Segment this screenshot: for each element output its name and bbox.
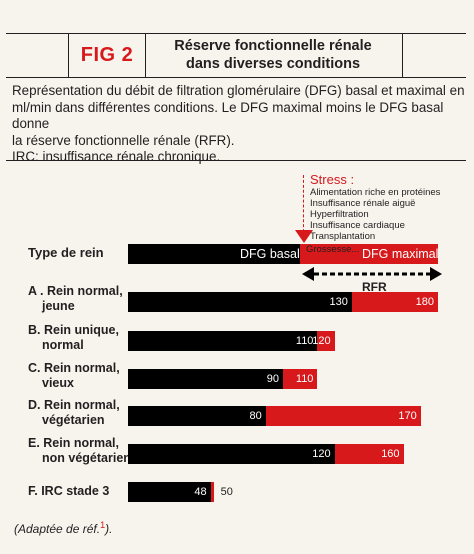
maximal-value-label: 50 xyxy=(220,486,233,498)
description-rule xyxy=(6,160,466,161)
type-de-rein-label: Type de rein xyxy=(28,245,104,260)
row-label: normal xyxy=(42,338,84,352)
basal-value-label: 130 xyxy=(329,296,348,308)
figure-title-line2: dans diverses conditions xyxy=(185,56,361,72)
source-note-close: ). xyxy=(105,522,113,536)
stress-item: Insuffisance rénale aiguë xyxy=(310,198,416,209)
maximal-bar xyxy=(351,292,438,312)
row-label: végétarien xyxy=(42,413,105,427)
row-label: vieux xyxy=(42,376,74,390)
figure-title-line1: Réserve fonctionnelle rénale xyxy=(174,38,372,54)
maximal-bar xyxy=(265,406,421,426)
description-line1: Représentation du débit de filtration gl… xyxy=(12,83,465,98)
basal-bar xyxy=(128,369,283,389)
rfr-label: RFR xyxy=(362,280,387,294)
rfr-double-arrow-icon xyxy=(302,267,442,281)
header-top-rule xyxy=(6,33,466,34)
figure-number: FIG 2 xyxy=(68,33,146,77)
row-label: F. IRC stade 3 xyxy=(28,484,110,498)
maximal-value-label: 170 xyxy=(398,410,417,422)
stress-arrow-line xyxy=(303,175,304,237)
basal-bar xyxy=(128,482,211,502)
legend-maximal-bar xyxy=(300,244,438,264)
maximal-bar xyxy=(317,331,335,351)
maximal-bar xyxy=(334,444,404,464)
row-label: B. Rein unique, xyxy=(28,323,119,337)
basal-bar xyxy=(128,406,266,426)
figure-description: Représentation du débit de filtration gl… xyxy=(12,83,466,166)
stress-arrow-head-icon xyxy=(295,230,313,243)
basal-value-label: 110 xyxy=(295,335,314,347)
source-ref-number: 1 xyxy=(100,520,106,530)
stress-title: Stress : xyxy=(310,172,355,187)
source-note-text: (Adaptée de réf. xyxy=(14,522,101,536)
row-label: jeune xyxy=(42,299,75,313)
description-line2: ml/min dans différentes conditions. Le D… xyxy=(12,99,444,132)
basal-bar xyxy=(128,444,335,464)
description-line4: IRC: insuffisance rénale chronique. xyxy=(12,149,221,164)
stress-item: Insuffisance cardiaque xyxy=(310,220,405,231)
row-label: D. Rein normal, xyxy=(28,398,120,412)
maximal-bar xyxy=(283,369,318,389)
stress-item: Hyperfiltration xyxy=(310,209,369,220)
stress-item: Grossesse... xyxy=(306,244,360,255)
description-line3: la réserve fonctionnelle rénale (RFR). xyxy=(12,132,235,148)
legend-basal-label: DFG basal xyxy=(240,247,300,261)
basal-value-label: 120 xyxy=(312,448,331,460)
basal-bar xyxy=(128,331,318,351)
row-label: E. Rein normal, xyxy=(28,436,119,450)
basal-value-label: 80 xyxy=(249,410,262,422)
row-label: A . Rein normal, xyxy=(28,284,123,298)
stress-item: Alimentation riche en protéines xyxy=(310,187,441,198)
basal-value-label: 90 xyxy=(266,373,279,385)
stress-item: Transplantation xyxy=(310,231,376,242)
legend-basal-bar xyxy=(128,244,300,264)
maximal-value-label: 180 xyxy=(415,296,434,308)
header-bottom-rule xyxy=(6,77,466,78)
row-label: C. Rein normal, xyxy=(28,361,120,375)
source-note: (Adaptée de réf.1). xyxy=(14,520,112,536)
maximal-value-label: 160 xyxy=(381,448,400,460)
legend-maximal-label: DFG maximal xyxy=(362,247,439,261)
maximal-value-label: 110 xyxy=(295,373,314,385)
row-label: non végétarien xyxy=(42,451,131,465)
maximal-value-label: 120 xyxy=(312,335,331,347)
maximal-bar xyxy=(210,482,215,502)
basal-value-label: 48 xyxy=(194,486,207,498)
figure-frame: FIG 2 Réserve fonctionnelle rénale dans … xyxy=(6,4,466,550)
basal-bar xyxy=(128,292,352,312)
figure-title: Réserve fonctionnelle rénale dans divers… xyxy=(144,33,403,77)
